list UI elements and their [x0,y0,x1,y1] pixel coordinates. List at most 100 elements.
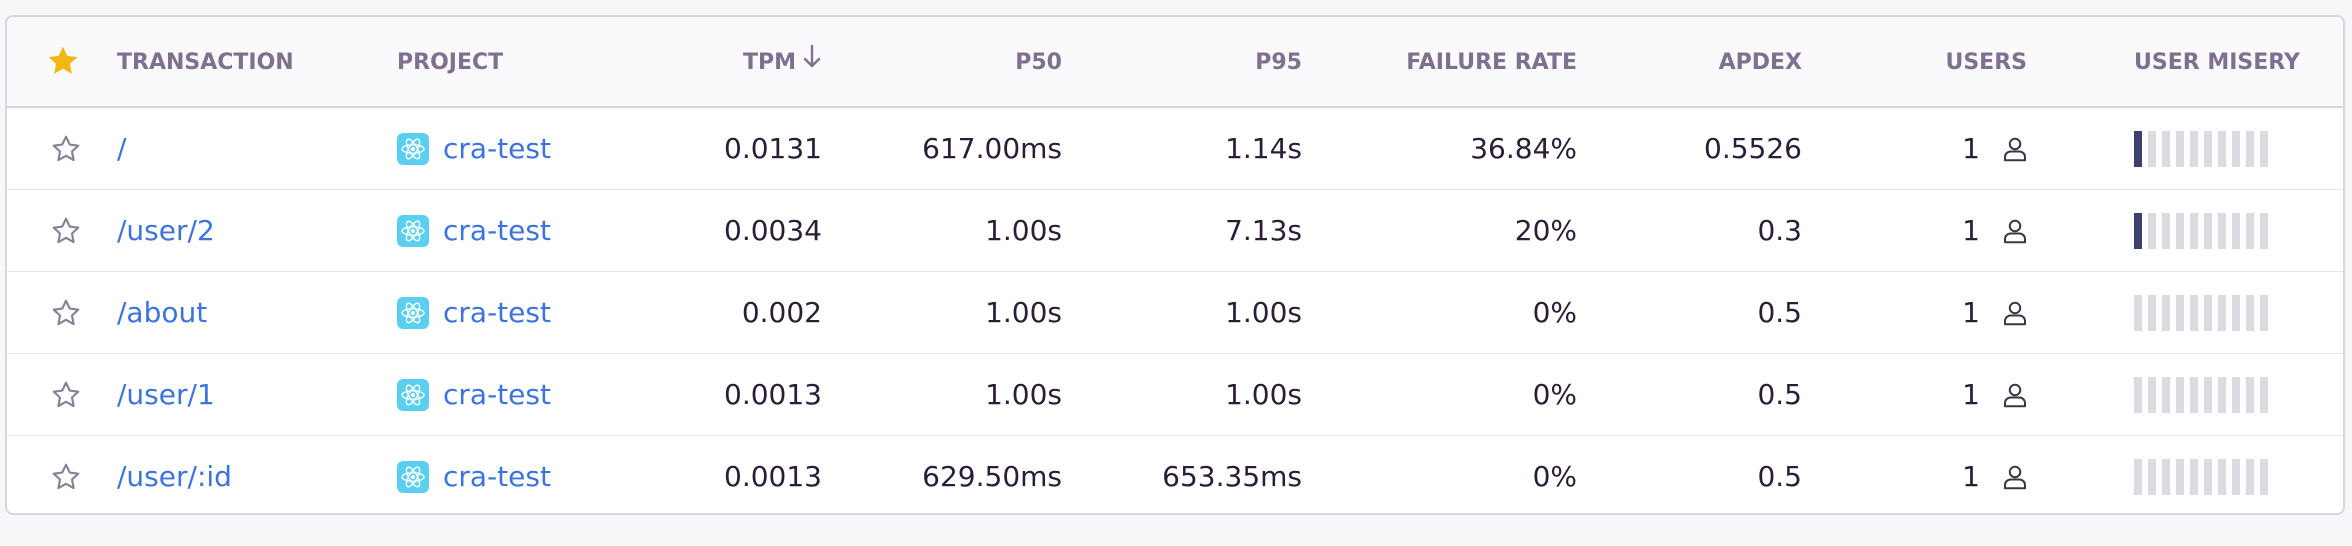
column-failure-rate[interactable]: FAILURE RATE [1406,50,1577,75]
misery-bar [2246,213,2254,249]
users-cell: 1 [1827,108,2030,190]
transaction-link[interactable]: /about [117,296,208,329]
misery-bar [2148,377,2156,413]
misery-bar [2232,213,2240,249]
user-misery-bar[interactable] [2134,436,2268,513]
project-link[interactable]: cra-test [443,378,551,411]
misery-bar [2148,459,2156,495]
p50-value: 1.00s [985,378,1062,411]
column-p95[interactable]: P95 [1255,50,1302,75]
misery-bar [2176,377,2184,413]
p50-value: 1.00s [985,214,1062,247]
misery-bar [2218,131,2226,167]
misery-bar [2260,459,2268,495]
transactions-table: TRANSACTION PROJECT TPM P50 P95 FAILURE … [5,15,2345,515]
star-outline-icon[interactable] [50,108,82,190]
misery-bar [2176,295,2184,331]
users-count: 1 [1962,132,1980,165]
misery-bar [2162,131,2170,167]
misery-bar [2176,213,2184,249]
misery-bar [2162,213,2170,249]
failure-rate-value: 0% [1532,296,1577,329]
users-count: 1 [1962,460,1980,493]
p50-value: 617.00ms [922,132,1062,165]
star-outline-icon[interactable] [50,436,82,513]
column-tpm-label: TPM [742,50,796,75]
star-header-icon[interactable] [45,17,81,106]
table-row: /user/1 cra-test 0.0013 1.00s 1. [7,354,2343,436]
misery-bar [2204,377,2212,413]
users-count: 1 [1962,296,1980,329]
p50-value: 1.00s [985,296,1062,329]
user-misery-bar[interactable] [2134,108,2268,190]
transaction-link[interactable]: /user/:id [117,460,232,493]
p95-value: 1.00s [1225,296,1302,329]
users-cell: 1 [1827,190,2030,272]
misery-bar [2148,213,2156,249]
project-cell[interactable]: cra-test [397,272,551,354]
react-icon [397,461,429,493]
user-icon [2000,462,2030,492]
table-row: /about cra-test 0.002 1.00s 1.00 [7,272,2343,354]
misery-bar [2148,131,2156,167]
column-transaction[interactable]: TRANSACTION [117,50,294,75]
table-header: TRANSACTION PROJECT TPM P50 P95 FAILURE … [7,17,2343,108]
project-cell[interactable]: cra-test [397,436,551,513]
misery-bar [2232,295,2240,331]
react-icon [397,215,429,247]
misery-bar [2218,377,2226,413]
react-icon [397,297,429,329]
star-outline-icon[interactable] [50,190,82,272]
arrow-down-icon [802,18,822,109]
misery-bar [2190,295,2198,331]
user-misery-bar[interactable] [2134,272,2268,354]
failure-rate-value: 0% [1532,378,1577,411]
misery-bar [2190,377,2198,413]
column-p50[interactable]: P50 [1015,50,1062,75]
column-users[interactable]: USERS [1945,50,2027,75]
project-link[interactable]: cra-test [443,460,551,493]
user-icon [2000,216,2030,246]
misery-bar [2260,377,2268,413]
user-misery-bar[interactable] [2134,190,2268,272]
column-tpm[interactable]: TPM [627,17,822,108]
misery-bar [2246,459,2254,495]
project-cell[interactable]: cra-test [397,190,551,272]
failure-rate-value: 20% [1514,214,1577,247]
apdex-value: 0.5 [1757,460,1802,493]
react-icon [397,133,429,165]
misery-bar [2246,377,2254,413]
apdex-value: 0.3 [1757,214,1802,247]
misery-bar [2218,459,2226,495]
misery-bar [2204,213,2212,249]
star-outline-icon[interactable] [50,272,82,354]
transaction-link[interactable]: /user/1 [117,378,215,411]
misery-bar [2204,459,2212,495]
misery-bar [2134,213,2142,249]
misery-bar [2232,459,2240,495]
project-link[interactable]: cra-test [443,132,551,165]
misery-bar [2260,131,2268,167]
misery-bar [2134,377,2142,413]
p95-value: 653.35ms [1162,460,1302,493]
column-apdex[interactable]: APDEX [1718,50,1802,75]
misery-bar [2246,131,2254,167]
user-misery-bar[interactable] [2134,354,2268,436]
project-cell[interactable]: cra-test [397,108,551,190]
transaction-link[interactable]: / [117,132,127,165]
users-cell: 1 [1827,272,2030,354]
failure-rate-value: 36.84% [1470,132,1577,165]
users-cell: 1 [1827,354,2030,436]
misery-bar [2218,295,2226,331]
column-project[interactable]: PROJECT [397,50,504,75]
project-link[interactable]: cra-test [443,214,551,247]
column-user-misery[interactable]: USER MISERY [2134,50,2300,75]
star-outline-icon[interactable] [50,354,82,436]
transaction-link[interactable]: /user/2 [117,214,215,247]
tpm-value: 0.0131 [724,132,822,165]
project-cell[interactable]: cra-test [397,354,551,436]
misery-bar [2162,459,2170,495]
misery-bar [2148,295,2156,331]
users-count: 1 [1962,214,1980,247]
project-link[interactable]: cra-test [443,296,551,329]
